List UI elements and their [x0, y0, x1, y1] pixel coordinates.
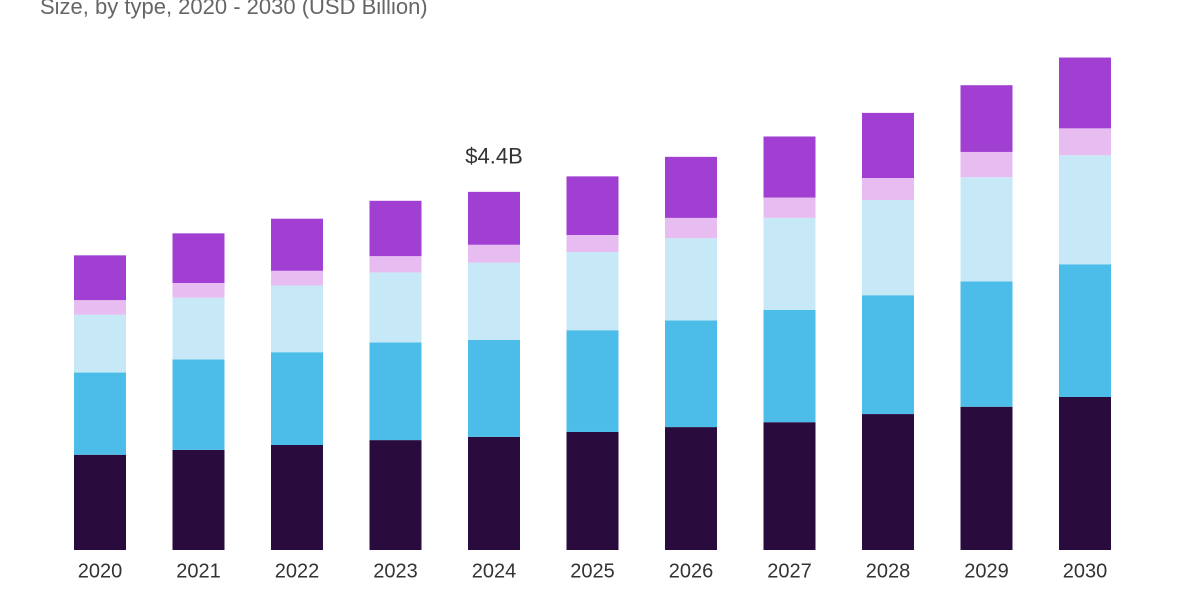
- bar-segment: [172, 297, 225, 360]
- bar-segment: [862, 112, 914, 179]
- bar-segment: [960, 151, 1013, 178]
- bar-segment: [665, 217, 717, 239]
- bar-segment: [1059, 128, 1111, 156]
- bar-segment: [468, 339, 520, 437]
- bar-segment: [468, 436, 520, 550]
- bar-segment: [1059, 155, 1111, 265]
- bar-segment: [468, 191, 520, 245]
- bar-segment: [763, 197, 816, 218]
- x-tick-label: 2020: [78, 560, 123, 582]
- bar-segment: [271, 218, 323, 271]
- bar-segment: [271, 270, 323, 286]
- x-tick-label: 2028: [866, 560, 911, 582]
- bar-segment: [74, 372, 126, 455]
- bar-segment: [862, 199, 914, 296]
- annotation: $4.4B: [465, 144, 523, 169]
- x-tick-label: 2024: [472, 560, 517, 582]
- bar-segment: [566, 176, 619, 235]
- bar-segment: [665, 238, 717, 321]
- bar-segment: [665, 320, 717, 428]
- x-tick-label: 2030: [1063, 560, 1108, 582]
- bar-segment: [960, 281, 1013, 407]
- x-tick-label: 2026: [669, 560, 714, 582]
- bar-segment: [960, 85, 1013, 152]
- x-tick-label: 2022: [275, 560, 320, 582]
- bar-segment: [1059, 264, 1111, 397]
- bar-segment: [74, 454, 126, 550]
- bar-segment: [271, 352, 323, 445]
- bar-segment: [369, 342, 422, 441]
- bar-segment: [665, 156, 717, 218]
- x-tick-label: 2027: [767, 560, 812, 582]
- bar-segment: [74, 300, 126, 315]
- bar-segment: [763, 422, 816, 550]
- bar-segment: [369, 200, 422, 257]
- bar-segment: [862, 295, 914, 415]
- bar-segment: [1059, 396, 1111, 550]
- bar-segment: [862, 178, 914, 200]
- x-tick-label: 2025: [570, 560, 615, 582]
- bar-segment: [271, 444, 323, 550]
- bar-segment: [566, 234, 619, 253]
- bar-segment: [960, 177, 1013, 282]
- chart-subtitle: Size, by type, 2020 - 2030 (USD Billion): [40, 0, 428, 19]
- bar-segment: [172, 233, 225, 284]
- bar-segment: [468, 262, 520, 340]
- bar-segment: [172, 283, 225, 298]
- bar-segment: [468, 244, 520, 263]
- bar-segment: [271, 285, 323, 353]
- bar-segment: [566, 252, 619, 331]
- bar-segment: [74, 314, 126, 373]
- bar-segment: [369, 440, 422, 550]
- x-tick-label: 2021: [176, 560, 221, 582]
- x-tick-label: 2029: [964, 560, 1009, 582]
- bar-segment: [1059, 57, 1111, 129]
- bar-segment: [665, 427, 717, 550]
- bar-segment: [172, 449, 225, 550]
- x-tick-label: 2023: [373, 560, 418, 582]
- bar-segment: [74, 255, 126, 301]
- bar-segment: [862, 414, 914, 550]
- bar-segment: [172, 359, 225, 450]
- bar-segment: [369, 272, 422, 343]
- bar-segment: [369, 256, 422, 273]
- bar-segment: [763, 309, 816, 423]
- bar-segment: [566, 431, 619, 550]
- bar-segment: [960, 406, 1013, 550]
- bar-segment: [566, 330, 619, 432]
- bar-segment: [763, 217, 816, 310]
- bar-segment: [763, 136, 816, 198]
